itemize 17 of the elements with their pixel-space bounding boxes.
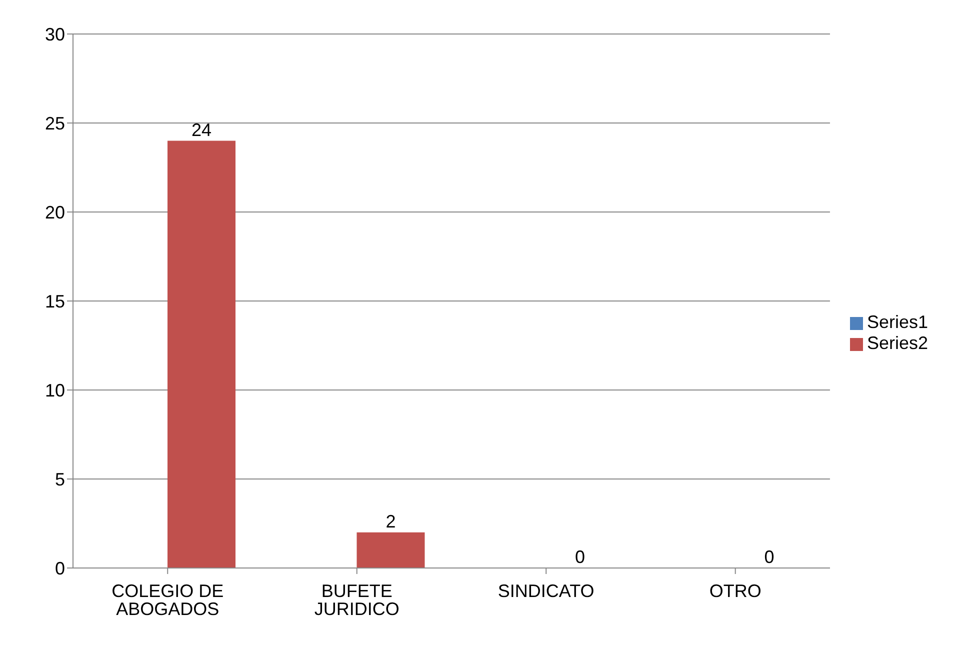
data-label: 0: [574, 546, 585, 567]
x-tick-label: BUFETE JURIDICO: [314, 580, 400, 619]
x-tick-label: OTRO: [709, 580, 762, 601]
y-tick-label: 5: [54, 469, 65, 490]
data-label: 24: [191, 120, 212, 140]
y-tick-label: 15: [44, 291, 65, 312]
legend-label: Series2: [866, 333, 928, 353]
data-label: 0: [764, 546, 774, 567]
y-tick-label: 25: [44, 113, 65, 134]
x-tick-label: COLEGIO DE ABOGADOS: [112, 580, 224, 619]
y-tick-label: 10: [44, 380, 65, 400]
data-label: 2: [386, 511, 396, 532]
x-tick-label: SINDICATO: [498, 580, 594, 601]
y-tick-label: 20: [44, 202, 65, 222]
y-tick-label: 30: [44, 24, 65, 44]
legend-label: Series1: [866, 312, 928, 332]
y-tick-label: 0: [54, 558, 65, 578]
